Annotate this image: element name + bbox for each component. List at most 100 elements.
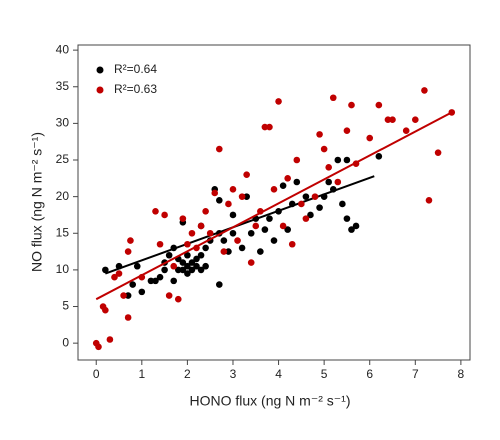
y-tick-label: 0: [62, 335, 69, 349]
point: [179, 215, 187, 222]
point: [102, 266, 109, 274]
legend-marker: [96, 86, 104, 94]
point: [302, 215, 310, 222]
point: [106, 336, 114, 343]
point: [152, 277, 159, 285]
point: [288, 240, 296, 248]
point: [266, 123, 273, 131]
point: [156, 240, 164, 248]
point: [174, 266, 182, 274]
point: [120, 292, 127, 299]
point: [316, 204, 323, 211]
point: [184, 262, 191, 270]
y-tick-label: 15: [56, 225, 70, 239]
point: [425, 197, 433, 204]
point: [124, 248, 132, 255]
point: [279, 182, 287, 189]
y-tick-label: 30: [56, 116, 70, 130]
point: [156, 273, 164, 281]
point: [193, 255, 200, 263]
point: [329, 94, 337, 102]
x-tick-label: 4: [275, 367, 282, 381]
point: [129, 281, 136, 288]
x-tick-label: 1: [138, 367, 145, 381]
point: [266, 215, 273, 222]
point: [375, 101, 383, 109]
legend-marker: [96, 66, 104, 74]
point: [225, 248, 232, 255]
point: [238, 244, 246, 252]
point: [270, 237, 278, 244]
point: [188, 229, 196, 237]
point: [302, 193, 310, 200]
point: [202, 262, 209, 270]
point: [257, 248, 264, 255]
point: [384, 116, 392, 124]
point: [252, 222, 260, 230]
point: [434, 149, 442, 156]
point: [216, 145, 223, 153]
x-tick-label: 6: [366, 367, 373, 381]
y-tick-label: 40: [56, 42, 70, 56]
point: [170, 277, 178, 285]
point: [127, 237, 134, 244]
y-axis-title: NO flux (ng N m⁻² s⁻¹): [29, 132, 45, 272]
point: [275, 98, 282, 105]
point: [366, 134, 374, 142]
fit-line: [95, 111, 453, 301]
point: [343, 156, 351, 164]
y-tick-label: 5: [62, 299, 69, 313]
point: [284, 226, 291, 233]
point: [124, 314, 132, 321]
point: [216, 197, 223, 204]
y-tick-label: 20: [56, 189, 70, 203]
point: [298, 200, 305, 208]
plot-frame: [77, 44, 471, 361]
point: [229, 211, 237, 219]
point: [197, 266, 205, 274]
point: [179, 266, 187, 274]
point: [402, 127, 410, 135]
x-tick-label: 5: [321, 367, 328, 381]
point: [165, 251, 173, 259]
point: [311, 193, 319, 200]
point: [316, 131, 323, 138]
point: [334, 178, 342, 186]
point: [95, 343, 102, 351]
x-tick-label: 8: [458, 367, 465, 381]
point: [412, 116, 419, 124]
point: [352, 222, 360, 230]
point: [216, 281, 223, 288]
y-tick-label: 35: [56, 79, 70, 93]
point: [188, 266, 196, 274]
point: [343, 215, 351, 222]
point: [184, 270, 191, 277]
point: [261, 123, 269, 131]
point: [102, 306, 109, 314]
point: [307, 211, 314, 219]
point: [339, 200, 346, 208]
point: [133, 262, 141, 270]
y-tick-label: 25: [56, 152, 70, 166]
point: [348, 101, 355, 109]
point: [147, 277, 155, 285]
x-tick-label: 0: [93, 367, 100, 381]
point: [211, 189, 219, 197]
point: [188, 259, 196, 266]
point: [343, 127, 351, 135]
point: [320, 145, 328, 153]
point: [243, 171, 250, 178]
point: [229, 229, 237, 237]
x-tick-label: 2: [184, 367, 191, 381]
point: [179, 259, 187, 266]
point: [325, 178, 332, 186]
point: [152, 207, 159, 215]
point: [202, 207, 209, 215]
legend-label: R²=0.63: [114, 82, 157, 96]
legend-label: R²=0.64: [114, 62, 157, 76]
point: [165, 292, 173, 299]
point: [261, 226, 269, 233]
point: [284, 175, 291, 182]
point: [375, 153, 383, 160]
